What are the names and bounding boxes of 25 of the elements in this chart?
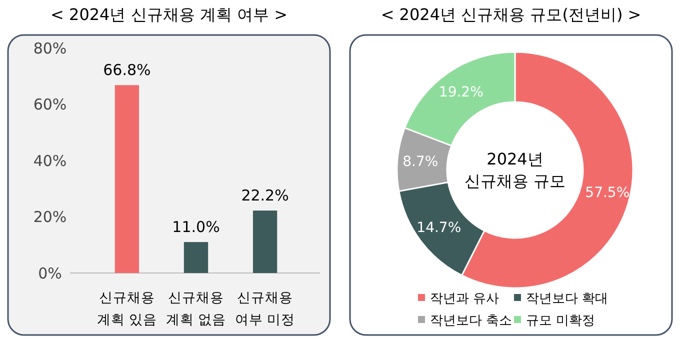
data-label: 11.0% bbox=[172, 218, 220, 236]
chart-title: < 2024년 신규채용 계획 여부 > bbox=[50, 5, 288, 24]
bar bbox=[184, 242, 208, 273]
y-tick-label: 80% bbox=[33, 39, 67, 58]
bar bbox=[252, 210, 278, 273]
text: 2024년 신규채용 규모 bbox=[464, 150, 566, 191]
legend-label: 규모 미확정 bbox=[526, 314, 596, 329]
y-tick-label: 0% bbox=[38, 264, 62, 282]
data-label: 19.2% bbox=[438, 84, 484, 101]
data-label: 22.2% bbox=[241, 186, 289, 205]
data-label: 57.5% bbox=[585, 184, 630, 201]
legend-label: 작년과 유사 bbox=[430, 292, 500, 307]
y-tick-label: 20% bbox=[33, 208, 67, 226]
data-label: 14.7% bbox=[416, 220, 462, 236]
data-label: 66.8% bbox=[103, 61, 151, 80]
legend-label: 작년보다 축소 bbox=[430, 314, 512, 329]
data-label: 8.7% bbox=[402, 154, 438, 170]
x-tick-label: 신규채용 계획 없음 bbox=[166, 290, 226, 328]
legend-label: 작년보다 확대 bbox=[526, 292, 608, 307]
x-tick-label: 신규채용 계획 있음 bbox=[96, 290, 158, 328]
y-tick-label: 60% bbox=[33, 96, 67, 114]
chart-title: < 2024년 신규채용 규모(전년비) > bbox=[380, 5, 642, 24]
x-tick-label: 신규채용 여부 미정 bbox=[234, 290, 296, 328]
y-tick-label: 40% bbox=[33, 152, 67, 170]
bar bbox=[114, 85, 140, 273]
